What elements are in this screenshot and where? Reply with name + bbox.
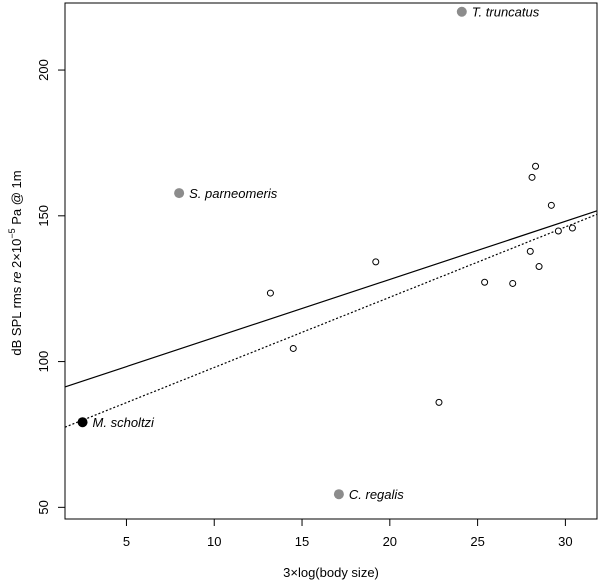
y-title-exponent: −5 [7, 228, 17, 238]
y-title-suffix: Pa @ 1m [9, 170, 24, 228]
x-axis-title: 3×log(body size) [283, 565, 379, 580]
x-axis: 5 10 15 20 25 30 [123, 519, 573, 549]
data-point [528, 173, 536, 181]
point-label: C. regalis [349, 487, 404, 502]
data-point [535, 263, 543, 271]
x-tick-label: 5 [123, 534, 130, 549]
y-tick-label: 50 [36, 500, 51, 514]
point-label: T. truncatus [472, 5, 540, 20]
data-points [266, 162, 576, 406]
x-tick-label: 10 [207, 534, 221, 549]
y-title-middle: 2×10 [9, 239, 24, 272]
x-tick-label: 20 [383, 534, 397, 549]
x-tick-label: 15 [295, 534, 309, 549]
data-point [481, 278, 489, 286]
labeled-points: T. truncatus S. parneomeris C. regalis M. s… [77, 5, 540, 502]
y-title-prefix: dB SPL rms [9, 283, 24, 355]
data-point [289, 344, 297, 352]
data-point [526, 247, 534, 255]
data-point [435, 398, 443, 406]
data-point [532, 162, 540, 170]
data-point [547, 201, 555, 209]
x-tick-label: 30 [558, 534, 572, 549]
data-point [509, 279, 517, 287]
point-label: M. scholtzi [93, 415, 156, 430]
y-axis-title: dB SPL rms re 2×10−5 Pa @ 1m [7, 170, 24, 355]
labeled-point [456, 6, 467, 17]
plot-frame [64, 2, 598, 520]
labeled-point [333, 489, 344, 500]
data-point [372, 258, 380, 266]
labeled-point [174, 188, 185, 199]
data-point [554, 227, 562, 235]
x-tick-label: 25 [470, 534, 484, 549]
fit-line-dotted [64, 213, 598, 428]
fit-lines [64, 210, 598, 428]
data-point [568, 224, 576, 232]
y-axis: 50 100 150 200 [36, 59, 65, 515]
y-title-re: re [9, 272, 24, 284]
data-point [266, 289, 274, 297]
y-tick-label: 100 [36, 351, 51, 373]
fit-line-solid [64, 210, 598, 388]
y-tick-label: 200 [36, 59, 51, 81]
labeled-point [77, 417, 88, 428]
point-label: S. parneomeris [189, 186, 278, 201]
y-tick-label: 150 [36, 205, 51, 227]
